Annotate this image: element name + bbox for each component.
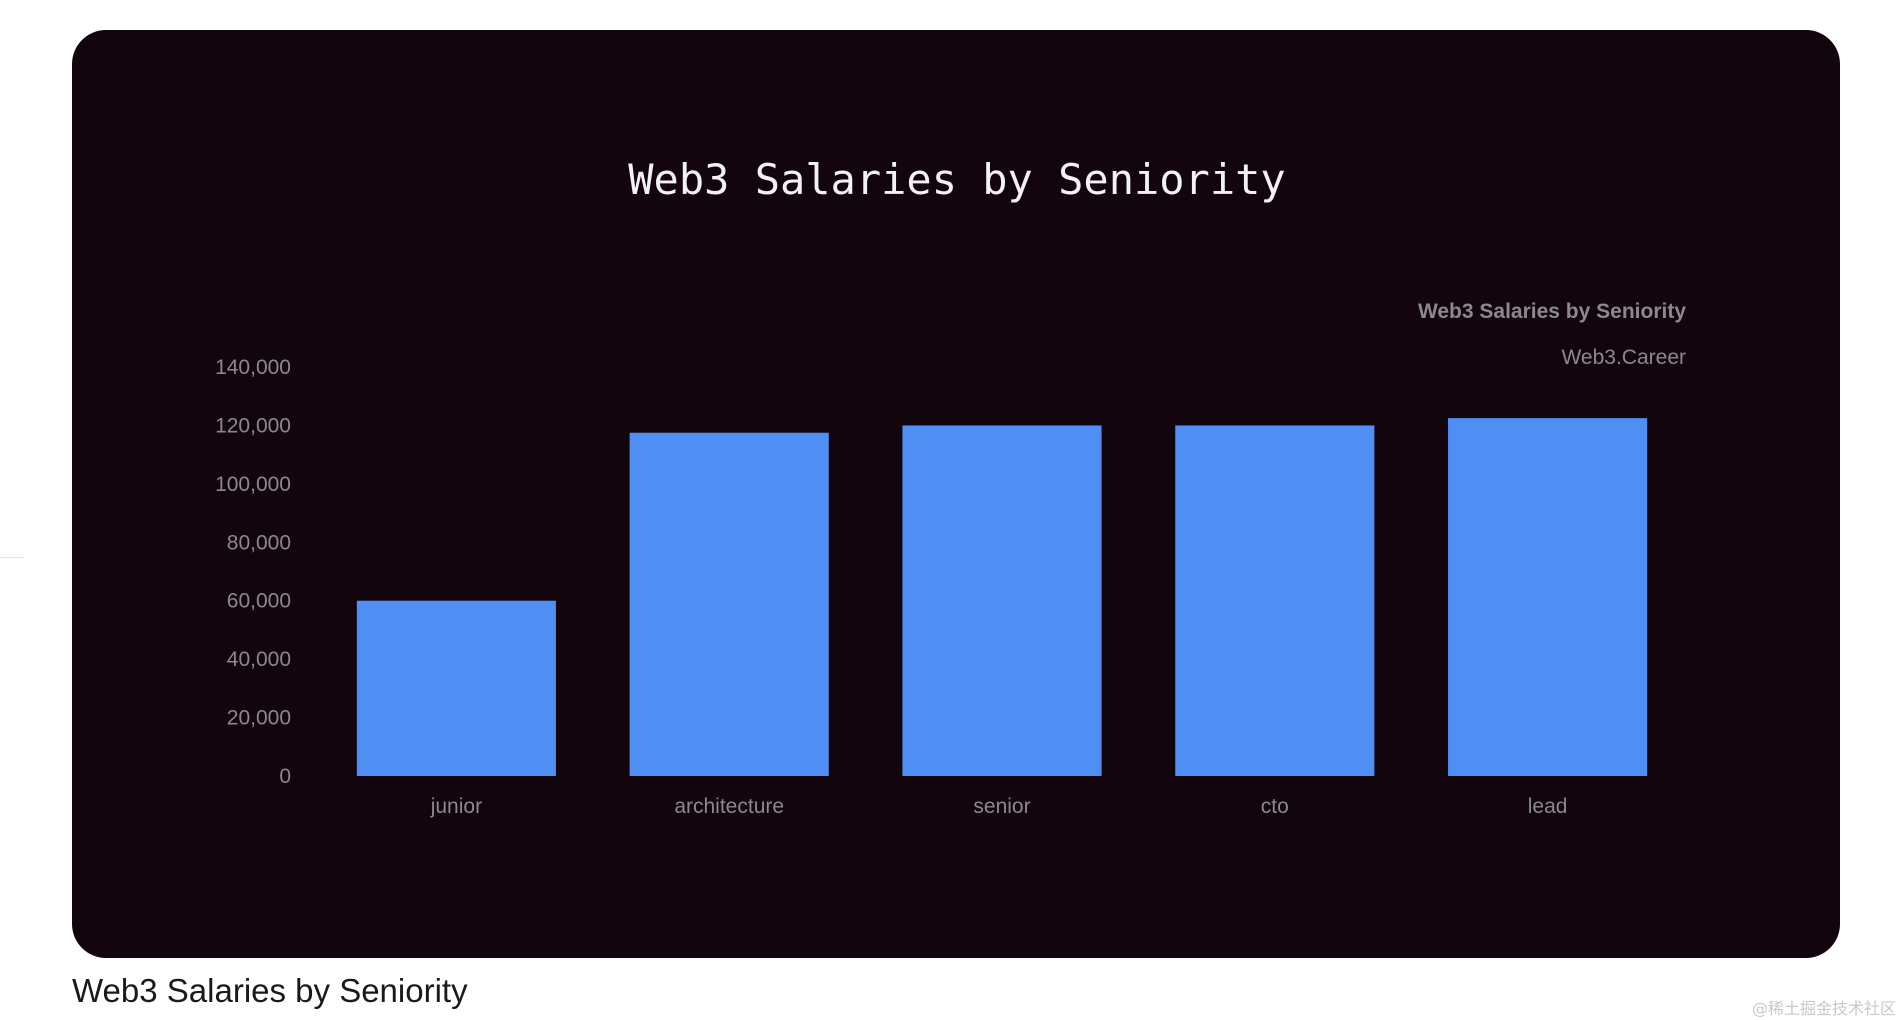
chart-inner-title: Web3 Salaries by Seniority: [1418, 300, 1686, 323]
bar-cto: [1175, 425, 1375, 776]
edge-divider: [0, 557, 24, 558]
figure-caption: Web3 Salaries by Seniority: [72, 972, 468, 1009]
y-tick-label: 140,000: [215, 356, 291, 379]
watermark: @稀土掘金技术社区: [1751, 999, 1896, 1018]
x-axis: junior architecture senior cto lead: [430, 795, 1568, 818]
y-tick-label: 60,000: [227, 590, 291, 613]
y-tick-label: 100,000: [215, 473, 291, 496]
y-axis: 0 20,000 40,000 60,000 80,000 100,000 120,000 1…: [215, 356, 291, 788]
bar-junior: [356, 600, 556, 776]
x-tick-label-junior: junior: [430, 795, 482, 818]
bar-architecture: [629, 432, 829, 776]
x-tick-label-senior: senior: [973, 795, 1030, 818]
y-tick-label: 80,000: [227, 531, 291, 554]
x-tick-label-lead: lead: [1528, 795, 1568, 818]
bar-chart: Web3 Salaries by Seniority Web3 Salaries…: [215, 155, 1686, 818]
y-tick-label: 120,000: [215, 414, 291, 437]
x-tick-label-architecture: architecture: [674, 795, 784, 818]
x-tick-label-cto: cto: [1261, 795, 1289, 818]
chart-title: Web3 Salaries by Seniority: [628, 155, 1285, 204]
bar-lead: [1448, 418, 1648, 776]
bars-group: [356, 418, 1648, 776]
chart-source-label: Web3.Career: [1561, 346, 1686, 369]
y-tick-label: 40,000: [227, 648, 291, 671]
y-tick-label: 20,000: [227, 707, 291, 730]
chart-card: Web3 Salaries by Seniority Web3 Salaries…: [72, 30, 1840, 958]
bar-senior: [902, 425, 1102, 776]
y-tick-label: 0: [279, 765, 291, 788]
